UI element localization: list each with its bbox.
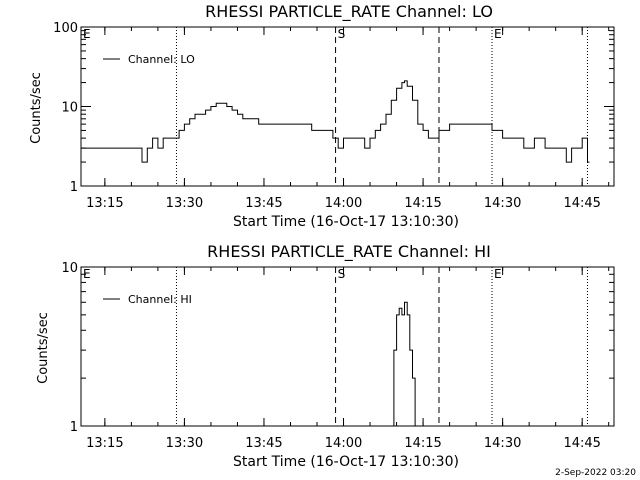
- x-tick-label: 14:15: [404, 196, 441, 211]
- x-tick-label: 13:15: [86, 436, 123, 451]
- event-marker-label: E: [494, 27, 502, 41]
- chart-title: RHESSI PARTICLE_RATE Channel: HI: [207, 242, 491, 262]
- x-tick-label: 13:45: [245, 436, 282, 451]
- legend-label: Channel: HI: [128, 293, 192, 306]
- event-marker-label: E: [494, 267, 502, 281]
- legend-label: Channel: LO: [128, 53, 195, 66]
- x-tick-label: 14:45: [563, 436, 600, 451]
- event-marker-label: E: [83, 27, 91, 41]
- axes-frame: [80, 266, 615, 427]
- x-tick-label: 14:30: [484, 436, 521, 451]
- x-axis-label: Start Time (16-Oct-17 13:10:30): [233, 214, 459, 230]
- plot-area-0: 13:15 13:30 13:45 14:00 14:15 14:30 14:45 1 10 10…: [53, 21, 615, 211]
- x-tick-label: 14:45: [563, 196, 600, 211]
- x-tick-label: 14:00: [325, 196, 362, 211]
- x-tick-label: 13:30: [166, 196, 203, 211]
- y-tick-label: 10: [61, 101, 78, 116]
- series-line: [81, 80, 590, 163]
- chart-panel-hi: RHESSI PARTICLE_RATE Channel: HI Start T…: [36, 242, 491, 470]
- event-marker-label: E: [83, 267, 91, 281]
- y-tick-label: 10: [61, 261, 78, 276]
- event-marker-label: S: [338, 267, 346, 281]
- chart-panel-lo: RHESSI PARTICLE_RATE Channel: LO Start T…: [29, 2, 493, 230]
- x-tick-label: 14:00: [325, 436, 362, 451]
- x-axis-label: Start Time (16-Oct-17 13:10:30): [233, 454, 459, 470]
- y-tick-label: 1: [70, 420, 78, 435]
- x-tick-label: 13:45: [245, 196, 282, 211]
- y-axis-label: Counts/sec: [29, 72, 44, 144]
- y-tick-label: 1: [70, 180, 78, 195]
- footer-timestamp: 2-Sep-2022 03:20: [555, 468, 636, 478]
- event-marker-label: S: [338, 27, 346, 41]
- x-tick-label: 14:15: [404, 436, 441, 451]
- x-tick-label: 13:30: [166, 436, 203, 451]
- series-line: [388, 301, 418, 427]
- x-tick-label: 14:30: [484, 196, 521, 211]
- y-axis-label: Counts/sec: [36, 312, 51, 384]
- y-tick-label: 100: [53, 21, 78, 36]
- chart-title: RHESSI PARTICLE_RATE Channel: LO: [205, 2, 493, 22]
- x-tick-label: 13:15: [86, 196, 123, 211]
- plot-area-1: 13:15 13:30 13:45 14:00 14:15 14:30 14:45 1 10 E S…: [61, 261, 615, 451]
